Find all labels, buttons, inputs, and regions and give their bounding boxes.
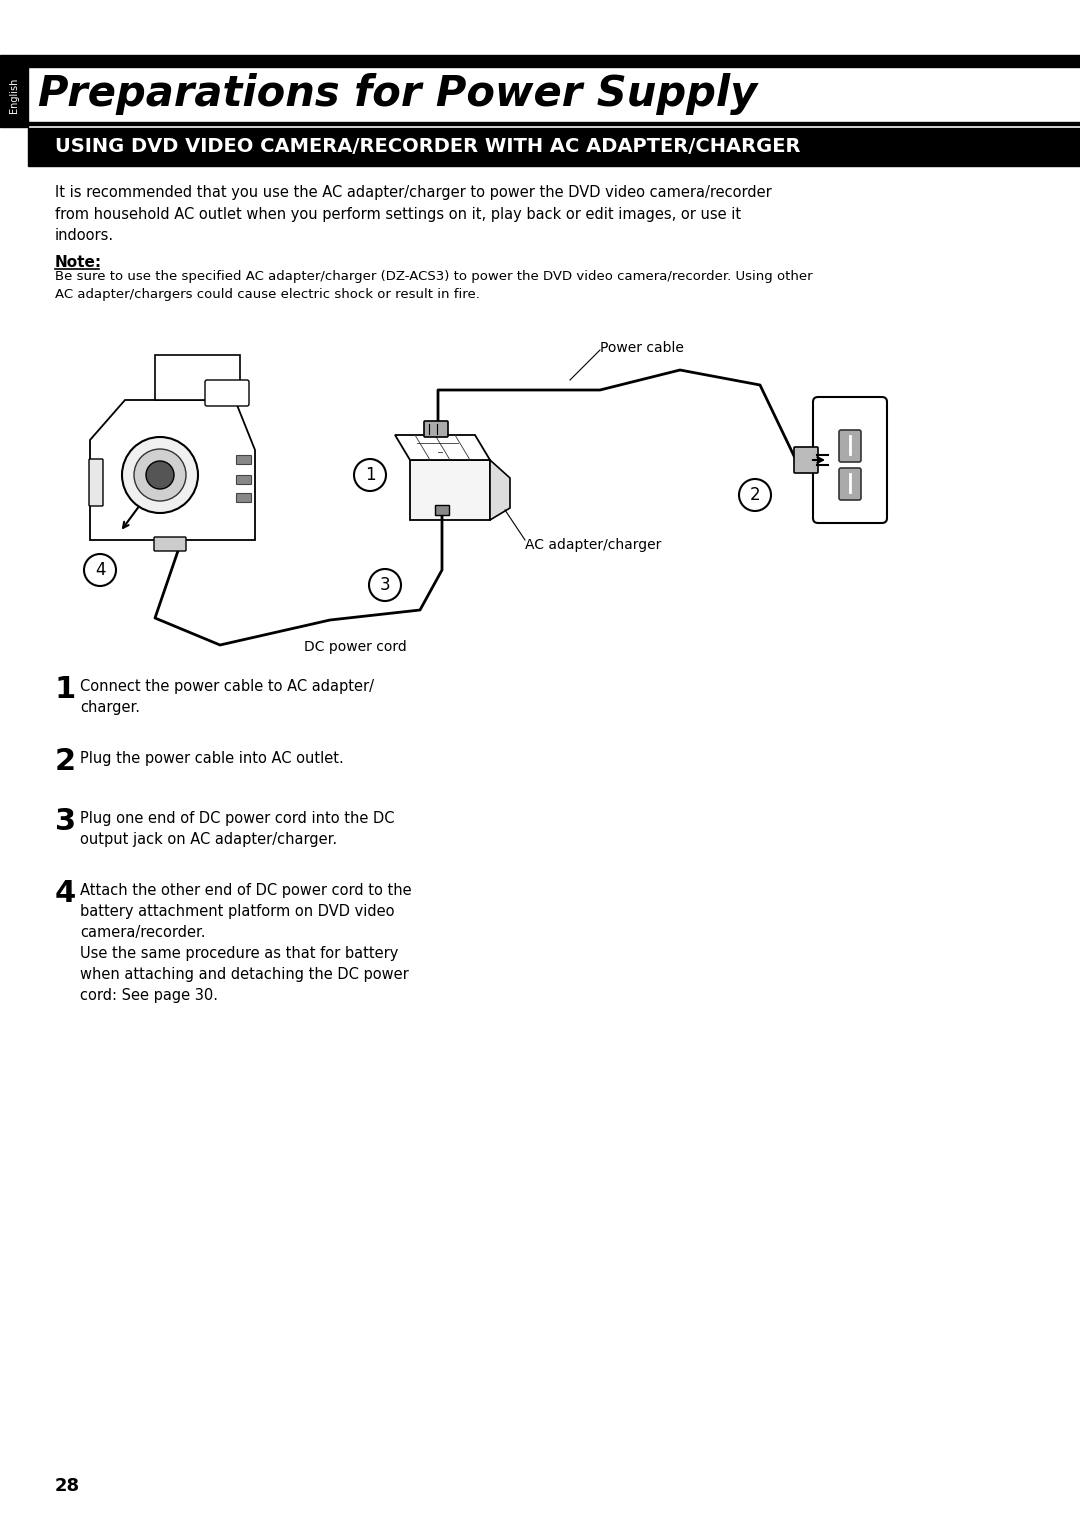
Polygon shape: [395, 434, 490, 460]
Text: 1: 1: [55, 675, 77, 705]
Text: Preparations for Power Supply: Preparations for Power Supply: [38, 74, 757, 115]
Polygon shape: [90, 401, 255, 540]
Bar: [410, 460, 490, 520]
Text: 1: 1: [365, 467, 376, 484]
FancyBboxPatch shape: [839, 468, 861, 500]
Text: 28: 28: [55, 1477, 80, 1495]
FancyBboxPatch shape: [237, 493, 252, 502]
Text: English: English: [9, 77, 19, 112]
FancyBboxPatch shape: [89, 459, 103, 507]
Circle shape: [369, 569, 401, 602]
Circle shape: [146, 460, 174, 490]
FancyBboxPatch shape: [205, 381, 249, 405]
Polygon shape: [156, 355, 240, 405]
Text: Plug the power cable into AC outlet.: Plug the power cable into AC outlet.: [80, 751, 343, 766]
Circle shape: [122, 437, 198, 513]
Circle shape: [354, 459, 386, 491]
Text: 4: 4: [55, 880, 77, 909]
Text: 4: 4: [95, 560, 105, 579]
FancyBboxPatch shape: [237, 476, 252, 485]
Bar: [28, 55, 1080, 68]
FancyBboxPatch shape: [813, 398, 887, 523]
Text: 2: 2: [750, 487, 760, 503]
Circle shape: [84, 554, 116, 586]
Text: AC adapter/charger: AC adapter/charger: [525, 537, 661, 553]
FancyBboxPatch shape: [154, 537, 186, 551]
Text: 3: 3: [55, 807, 76, 837]
Circle shape: [134, 450, 186, 500]
Text: 3: 3: [380, 576, 390, 594]
FancyBboxPatch shape: [424, 421, 448, 437]
Text: Plug one end of DC power cord into the DC
output jack on AC adapter/charger.: Plug one end of DC power cord into the D…: [80, 810, 394, 847]
Bar: [28, 121, 1080, 124]
Text: Connect the power cable to AC adapter/
charger.: Connect the power cable to AC adapter/ c…: [80, 678, 374, 715]
Bar: [0, 55, 28, 127]
Text: Be sure to use the specified AC adapter/charger (DZ-ACS3) to power the DVD video: Be sure to use the specified AC adapter/…: [55, 270, 812, 301]
FancyBboxPatch shape: [237, 456, 252, 465]
FancyBboxPatch shape: [839, 430, 861, 462]
Bar: [435, 505, 449, 516]
Text: DC power cord: DC power cord: [303, 640, 406, 654]
Text: Power cable: Power cable: [600, 341, 684, 355]
Text: Note:: Note:: [55, 255, 103, 270]
Polygon shape: [490, 460, 510, 520]
FancyBboxPatch shape: [794, 447, 818, 473]
Text: 2: 2: [55, 748, 76, 777]
Circle shape: [739, 479, 771, 511]
Bar: [28, 127, 1080, 166]
Text: It is recommended that you use the AC adapter/charger to power the DVD video cam: It is recommended that you use the AC ad…: [55, 186, 772, 243]
Text: Attach the other end of DC power cord to the
battery attachment platform on DVD : Attach the other end of DC power cord to…: [80, 883, 411, 1002]
Text: USING DVD VIDEO CAMERA/RECORDER WITH AC ADAPTER/CHARGER: USING DVD VIDEO CAMERA/RECORDER WITH AC …: [55, 138, 800, 157]
